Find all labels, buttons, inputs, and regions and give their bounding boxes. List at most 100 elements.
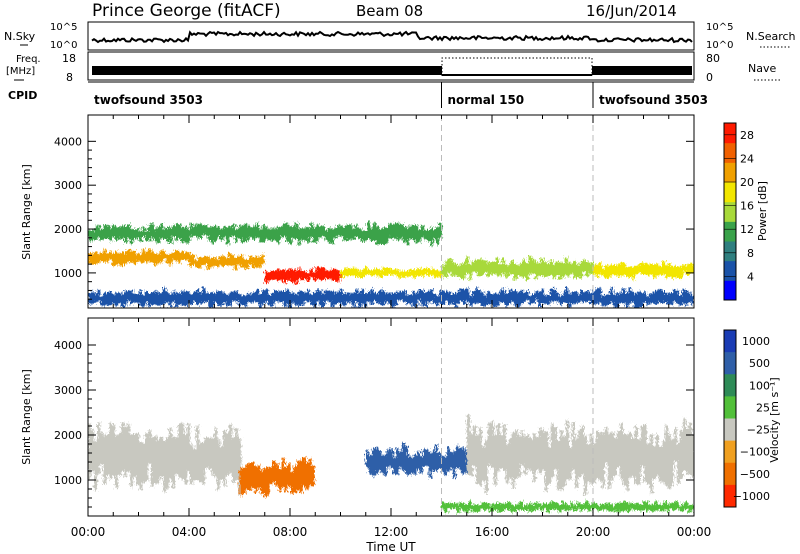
- data-cell: [145, 432, 149, 482]
- data-cell: [456, 504, 460, 513]
- power-ylabel: Slant Range [km]: [20, 164, 33, 260]
- data-cell: [679, 430, 683, 479]
- data-cell: [235, 229, 239, 244]
- data-cell: [217, 290, 221, 307]
- data-cell: [310, 222, 314, 238]
- data-cell: [617, 263, 621, 277]
- data-cell: [655, 290, 659, 304]
- data-cell: [184, 291, 188, 307]
- time-tick-label: 00:00: [677, 525, 712, 539]
- data-cell: [446, 446, 450, 472]
- data-cell: [313, 228, 317, 243]
- data-cell: [691, 295, 694, 305]
- data-cell: [540, 258, 544, 277]
- data-cell: [670, 292, 674, 305]
- data-cell: [130, 434, 134, 488]
- data-cell: [588, 262, 592, 274]
- data-cell: [401, 443, 405, 471]
- data-cell: [175, 249, 179, 261]
- y-tick-label: 3000: [54, 384, 82, 397]
- data-cell: [439, 271, 443, 277]
- data-cell: [580, 290, 584, 303]
- data-cell: [246, 259, 250, 269]
- data-cell: [275, 464, 279, 486]
- data-cell: [226, 226, 230, 245]
- data-cell: [619, 292, 623, 303]
- power-x-ticks: [87, 115, 695, 308]
- data-cell: [421, 289, 425, 306]
- data-cell: [483, 260, 487, 273]
- data-cell: [493, 293, 497, 307]
- power-colorbar-swatch: [724, 182, 736, 203]
- data-cell: [430, 289, 434, 302]
- data-cell: [472, 426, 476, 466]
- data-cell: [558, 262, 562, 280]
- data-cell: [271, 293, 275, 307]
- data-cell: [239, 467, 243, 496]
- data-cell: [522, 505, 526, 511]
- velocity-x-ticks: [87, 318, 695, 516]
- data-cell: [198, 257, 202, 269]
- data-cell: [418, 268, 422, 276]
- data-cell: [585, 261, 589, 277]
- data-cell: [133, 433, 137, 477]
- data-cell: [154, 290, 158, 305]
- data-cell: [459, 263, 463, 280]
- data-cell: [685, 429, 689, 476]
- data-cell: [519, 262, 523, 277]
- data-cell: [201, 257, 205, 266]
- data-cell: [616, 430, 620, 468]
- data-cell: [489, 261, 493, 275]
- data-cell: [634, 425, 638, 485]
- data-cell: [598, 287, 602, 303]
- data-cell: [300, 271, 304, 281]
- data-cell: [157, 254, 161, 264]
- data-cell: [642, 501, 646, 510]
- data-cell: [674, 266, 678, 278]
- data-cell: [181, 290, 185, 306]
- data-cell: [225, 257, 229, 266]
- data-cell: [157, 439, 161, 483]
- data-cell: [400, 270, 404, 278]
- y-tick-label: 4000: [54, 135, 82, 148]
- data-cell: [611, 265, 615, 275]
- data-cell: [268, 229, 272, 241]
- data-cell: [439, 223, 443, 238]
- data-cell: [322, 294, 326, 307]
- data-cell: [504, 502, 508, 509]
- data-cell: [207, 256, 211, 270]
- data-cell: [625, 293, 629, 308]
- data-cell: [208, 437, 212, 470]
- data-cell: [368, 455, 372, 475]
- data-cell: [365, 450, 369, 468]
- data-cell: [115, 435, 119, 489]
- data-cell: [391, 224, 395, 240]
- data-cell: [665, 265, 669, 279]
- data-cell: [219, 256, 223, 266]
- data-cell: [412, 269, 416, 279]
- data-cell: [310, 294, 314, 305]
- y-tick-label: 2000: [54, 223, 82, 236]
- data-cell: [169, 227, 173, 244]
- noise-right-tick-bottom: 10^0: [706, 40, 733, 51]
- data-cell: [296, 460, 300, 491]
- data-cell: [196, 223, 200, 238]
- data-cell: [151, 436, 155, 487]
- data-cell: [404, 445, 408, 474]
- power-mode-dividers: [441, 115, 594, 308]
- data-cell: [189, 254, 193, 268]
- data-cell: [202, 287, 206, 303]
- data-cell: [169, 294, 173, 308]
- data-cell: [407, 456, 411, 476]
- data-cell: [568, 447, 572, 480]
- data-cell: [139, 290, 143, 307]
- data-cell: [367, 269, 371, 275]
- data-cell: [430, 227, 434, 246]
- data-cell: [499, 290, 503, 303]
- data-cell: [486, 262, 490, 277]
- data-cell: [97, 254, 101, 264]
- data-cell: [256, 289, 260, 303]
- time-tick-label: 04:00: [172, 525, 207, 539]
- data-cell: [646, 443, 650, 484]
- data-cell: [340, 289, 344, 306]
